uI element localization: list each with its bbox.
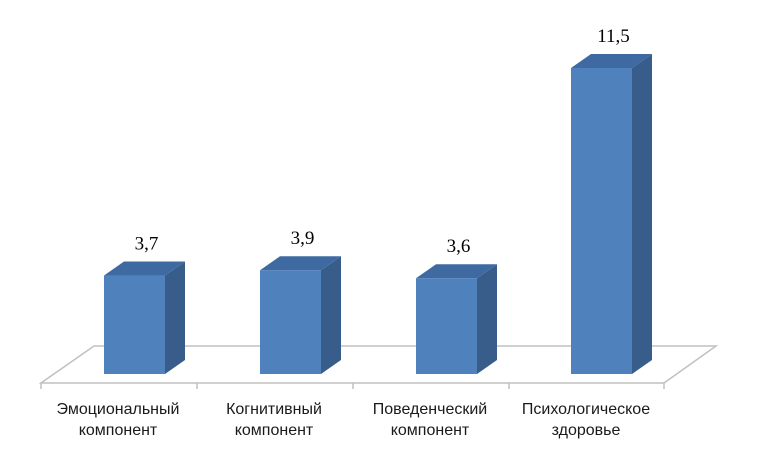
category-label: Психологическое здоровье bbox=[511, 399, 661, 441]
data-label: 3,6 bbox=[447, 236, 471, 257]
bar-side bbox=[632, 54, 652, 374]
category-label-line: здоровье bbox=[551, 422, 621, 439]
bar-top bbox=[571, 54, 652, 68]
category-label-line: Когнитивный bbox=[226, 401, 322, 418]
bar bbox=[260, 256, 341, 374]
bar bbox=[571, 54, 652, 374]
floor-plane bbox=[38, 345, 719, 384]
bar-side bbox=[321, 256, 341, 374]
bar bbox=[104, 261, 185, 374]
bar-front bbox=[104, 275, 165, 374]
bar bbox=[416, 264, 497, 374]
category-label-line: компонент bbox=[234, 422, 314, 439]
category-label-line: компонент bbox=[78, 422, 158, 439]
chart-floor bbox=[38, 345, 719, 389]
category-label-line: Психологическое bbox=[521, 401, 651, 418]
bar-side bbox=[165, 261, 185, 374]
data-label: 3,7 bbox=[135, 234, 159, 255]
bar-side bbox=[477, 264, 497, 374]
category-label: Когнитивный компонент bbox=[199, 399, 349, 441]
bar-top bbox=[260, 256, 341, 271]
category-label: Эмоциональный компонент bbox=[43, 399, 193, 441]
category-label: Поведенческий компонент bbox=[355, 399, 505, 441]
data-label: 11,5 bbox=[597, 26, 630, 47]
category-label-line: компонент bbox=[390, 422, 470, 439]
category-label-line: Эмоциональный bbox=[56, 401, 180, 418]
bars-group bbox=[104, 54, 652, 374]
bar-front bbox=[260, 270, 321, 374]
value-labels-group: 3,7 3,9 3,6 11,5 bbox=[135, 26, 630, 257]
bar-top bbox=[416, 264, 497, 279]
bar-front bbox=[571, 68, 632, 374]
bar-front bbox=[416, 278, 477, 374]
bar-top bbox=[104, 261, 185, 276]
data-label: 3,9 bbox=[291, 228, 315, 249]
category-label-line: Поведенческий bbox=[372, 401, 488, 418]
